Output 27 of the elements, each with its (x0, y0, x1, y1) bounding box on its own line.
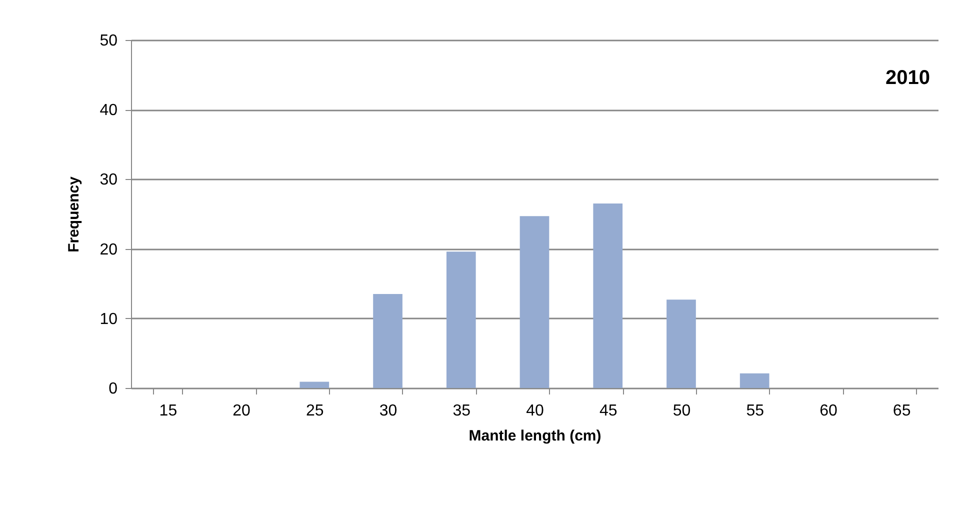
y-tick-label: 30 (100, 172, 118, 189)
x-tick-label: 60 (820, 402, 838, 420)
y-axis-title: Frequency (66, 176, 83, 252)
bar (373, 294, 402, 388)
bar (300, 382, 330, 388)
y-tick-label: 50 (100, 32, 118, 50)
bar (520, 216, 550, 388)
annotation: 2010 (886, 67, 930, 89)
x-tick-label: 15 (159, 402, 178, 420)
x-tick-label: 20 (232, 402, 251, 420)
x-tick-label: 45 (599, 402, 618, 420)
y-tick-label: 10 (100, 310, 118, 328)
x-tick-label: 30 (379, 402, 398, 420)
y-tick-label: 20 (100, 241, 118, 258)
y-tick-label: 40 (100, 102, 118, 120)
bar (740, 373, 770, 388)
bar (666, 300, 696, 388)
x-tick-label: 65 (892, 402, 911, 420)
bar (593, 204, 623, 388)
x-axis-title: Mantle length (cm) (468, 428, 602, 444)
bar (446, 252, 476, 388)
y-tick-label: 0 (108, 380, 118, 398)
x-tick-label: 55 (746, 402, 764, 420)
x-tick-label: 25 (306, 402, 324, 420)
x-tick-label: 50 (672, 402, 691, 420)
x-tick-label: 40 (526, 402, 544, 420)
x-tick-label: 35 (452, 402, 471, 420)
